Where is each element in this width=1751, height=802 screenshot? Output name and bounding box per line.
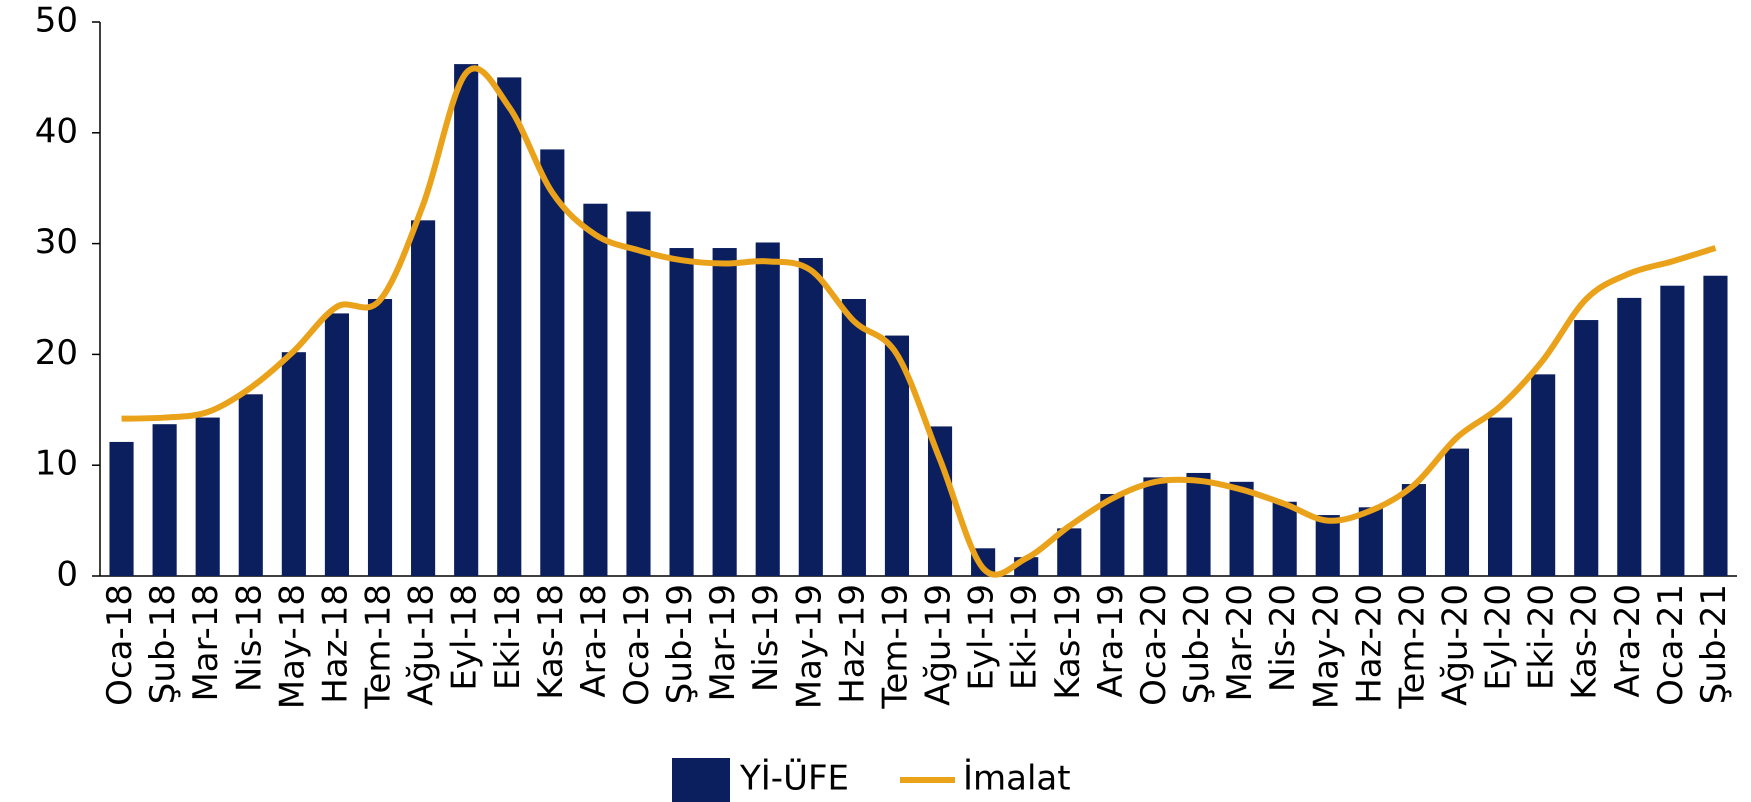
y-tick-label: 10 (35, 444, 78, 484)
x-tick-label: Şub-19 (660, 584, 700, 704)
bar (626, 211, 651, 576)
bar (152, 424, 177, 576)
x-tick-label: Şub-20 (1177, 584, 1217, 704)
bar (497, 77, 522, 577)
bar (1401, 484, 1426, 576)
x-tick-label: Oca-19 (617, 584, 657, 706)
bar (1229, 481, 1254, 576)
bar (281, 352, 306, 576)
x-tick-label: Ara-20 (1608, 584, 1648, 698)
x-tick-label: Eki-19 (1005, 584, 1045, 690)
bar (1531, 374, 1556, 576)
bar (540, 149, 565, 577)
bar (1660, 285, 1685, 576)
x-tick-label: Oca-18 (100, 584, 140, 706)
bar (1186, 472, 1211, 576)
bar (367, 299, 393, 576)
bar (324, 313, 349, 576)
bar (1703, 275, 1728, 576)
bar (195, 417, 220, 576)
bar (1100, 494, 1125, 576)
bar (1272, 501, 1297, 576)
y-tick-label: 30 (35, 222, 78, 262)
x-tick-label: Şub-21 (1694, 584, 1734, 704)
x-tick-label: May-19 (789, 584, 829, 709)
x-tick-label: Ağu-19 (919, 584, 959, 706)
y-tick-label: 20 (35, 333, 78, 373)
bar (411, 220, 436, 576)
x-tick-label: Kas-19 (1048, 584, 1088, 700)
x-tick-label: Ağu-20 (1435, 584, 1475, 706)
bar (841, 299, 866, 576)
x-tick-label: Eyl-19 (962, 584, 1002, 691)
x-tick-label: Oca-20 (1134, 584, 1174, 706)
x-tick-label: Ağu-18 (402, 584, 442, 706)
x-tick-label: Ara-19 (1091, 584, 1131, 698)
bar (1444, 448, 1470, 576)
x-tick-label: Eyl-20 (1479, 584, 1519, 691)
x-tick-label: May-18 (272, 584, 312, 709)
bar (109, 441, 134, 576)
x-tick-label: Şub-18 (143, 584, 183, 704)
y-tick-label: 0 (56, 555, 78, 595)
x-tick-label: Eki-20 (1522, 584, 1562, 690)
x-tick-label: Nis-20 (1263, 584, 1303, 692)
bar (755, 242, 780, 576)
bar (798, 258, 823, 576)
legend-label: Yİ-ÜFE (739, 758, 849, 799)
bar (1358, 507, 1383, 576)
legend-label: İmalat (963, 759, 1071, 799)
x-tick-label: Tem-18 (359, 584, 399, 710)
bar (927, 426, 953, 576)
x-tick-label: Mar-18 (186, 584, 226, 702)
bar (712, 248, 737, 577)
bar (1315, 515, 1340, 576)
x-tick-label: Kas-20 (1565, 584, 1605, 700)
bar (454, 64, 479, 576)
x-tick-label: Haz-20 (1349, 584, 1389, 704)
bar (1057, 528, 1082, 576)
x-tick-label: Mar-19 (703, 584, 743, 702)
y-tick-label: 40 (35, 111, 78, 151)
x-tick-label: Haz-18 (315, 584, 355, 704)
x-tick-label: Mar-20 (1220, 584, 1260, 702)
x-tick-label: Haz-19 (832, 584, 872, 704)
x-tick-label: Nis-19 (746, 584, 786, 692)
line (121, 65, 1717, 578)
bar (669, 248, 694, 577)
x-tick-label: Ara-18 (574, 584, 614, 698)
legend-swatch (672, 758, 730, 802)
bar (1143, 477, 1168, 576)
bar (583, 203, 608, 576)
bar (1574, 320, 1599, 576)
bar (1617, 297, 1642, 576)
x-tick-label: Tem-20 (1392, 584, 1432, 710)
bar (238, 394, 263, 576)
x-tick-label: Oca-21 (1651, 584, 1691, 706)
x-tick-label: Eki-18 (488, 584, 528, 690)
x-tick-label: Kas-18 (531, 584, 571, 700)
bar (1488, 417, 1513, 576)
x-tick-label: Nis-18 (229, 584, 269, 692)
x-tick-label: Tem-19 (875, 584, 915, 710)
y-tick-label: 50 (35, 1, 78, 41)
x-tick-label: May-20 (1306, 584, 1346, 709)
x-tick-label: Eyl-18 (445, 584, 485, 691)
